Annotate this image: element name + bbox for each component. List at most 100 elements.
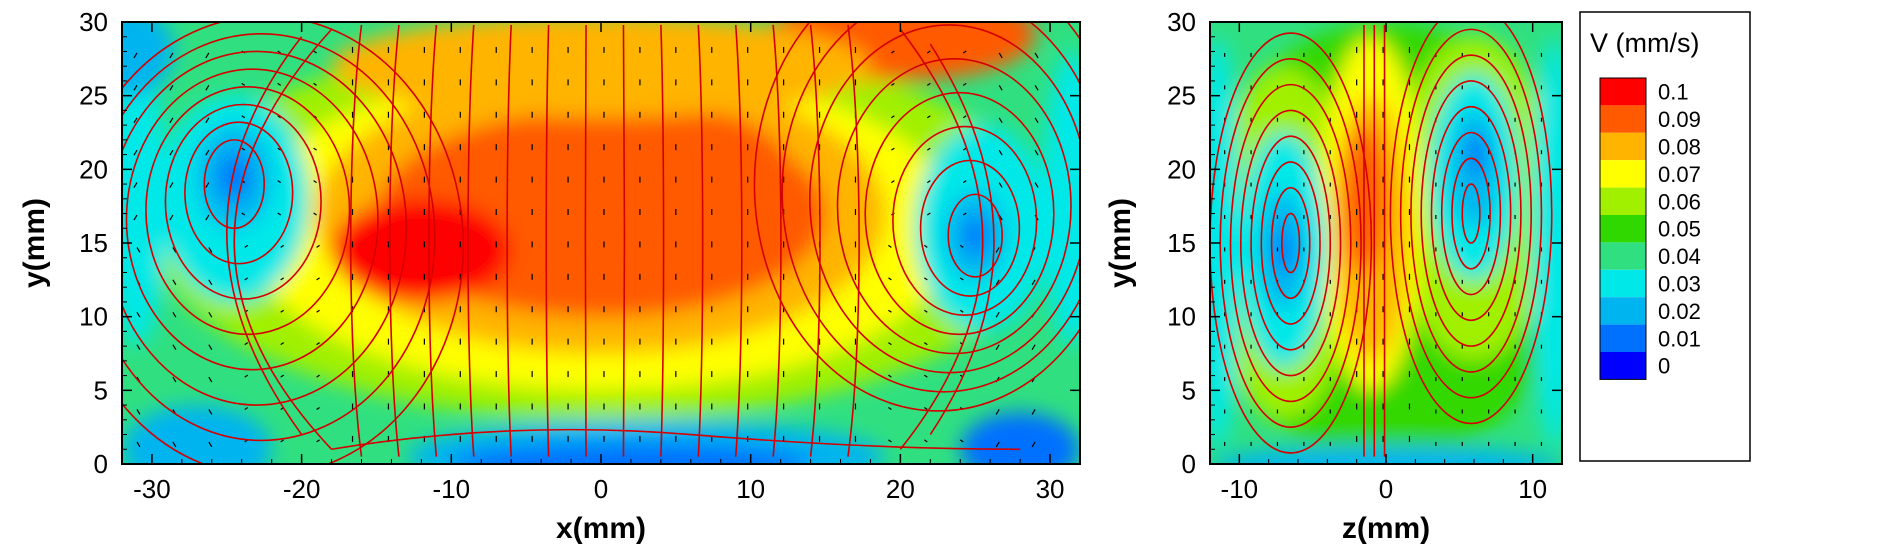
streamline <box>622 24 626 457</box>
velocity-vector <box>133 85 138 91</box>
velocity-vector <box>133 214 138 221</box>
velocity-vector <box>1031 344 1036 350</box>
velocity-vector <box>313 147 317 151</box>
contour-level-0.01 <box>963 217 988 254</box>
velocity-vector <box>169 149 174 156</box>
streamline <box>1210 32 1373 454</box>
velocity-vector <box>208 441 213 448</box>
velocity-vector <box>277 115 282 119</box>
streamline <box>1270 186 1311 300</box>
velocity-vector <box>208 311 213 318</box>
velocity-vector <box>316 439 320 443</box>
contour-level-0.03 <box>122 51 167 347</box>
velocity-vector <box>1034 117 1039 124</box>
velocity-vector <box>280 277 285 281</box>
velocity-vector <box>888 439 892 443</box>
contour-level-0.01 <box>1274 228 1293 273</box>
streamline <box>1281 212 1301 274</box>
contour-level-0.1 <box>331 198 512 302</box>
colorbar-title: V (mm/s) <box>1590 28 1699 58</box>
velocity-vector <box>923 374 928 378</box>
velocity-vector <box>172 376 177 383</box>
left-y-tick-label: 15 <box>79 228 108 258</box>
right-x-tick-label: -10 <box>1221 474 1259 504</box>
streamline <box>1451 157 1491 270</box>
velocity-vector <box>277 147 282 151</box>
velocity-vector <box>169 85 174 91</box>
streamline <box>225 36 303 436</box>
streamline <box>1430 105 1512 322</box>
velocity-vector <box>277 50 282 54</box>
velocity-vector <box>923 342 928 346</box>
velocity-vector <box>1031 279 1036 286</box>
velocity-vector <box>891 50 895 54</box>
velocity-vector <box>313 50 317 54</box>
streamline <box>122 33 436 442</box>
velocity-vector <box>244 277 249 281</box>
streamline <box>331 428 1021 451</box>
colorbar-swatch <box>1600 269 1646 298</box>
velocity-vector <box>959 309 964 313</box>
velocity-vector <box>205 85 210 91</box>
left-y-tick-label: 20 <box>79 154 108 184</box>
velocity-vector <box>169 117 174 124</box>
velocity-vector <box>313 212 317 216</box>
velocity-vector <box>133 149 138 156</box>
velocity-vector <box>205 214 210 221</box>
streamline <box>145 86 351 336</box>
velocity-vector <box>959 439 964 443</box>
colorbar-label: 0.06 <box>1658 189 1701 214</box>
left-x-tick-label: 30 <box>1036 474 1065 504</box>
velocity-vector <box>926 180 931 184</box>
colorbar-label: 0.02 <box>1658 299 1701 324</box>
streamline <box>1389 22 1553 425</box>
velocity-vector <box>280 244 285 248</box>
velocity-vector <box>959 277 964 281</box>
streamline <box>125 68 379 371</box>
velocity-vector <box>208 376 213 383</box>
right-y-tick-label: 20 <box>1167 154 1196 184</box>
velocity-vector <box>998 117 1003 124</box>
velocity-vector <box>244 342 249 346</box>
colorbar-swatch <box>1600 160 1646 188</box>
colorbar-label: 0.03 <box>1658 272 1701 297</box>
velocity-vector <box>923 277 928 281</box>
velocity-vector <box>923 309 928 313</box>
velocity-vector <box>995 344 1000 350</box>
streamline <box>164 103 322 300</box>
streamline <box>1229 83 1352 403</box>
velocity-vector <box>277 82 282 86</box>
colorbar-label: 0.04 <box>1658 244 1701 269</box>
velocity-vector <box>313 180 317 184</box>
streamline <box>1410 54 1533 373</box>
right-y-tick-label: 30 <box>1167 7 1196 37</box>
velocity-vector <box>995 441 1000 448</box>
contour-level-0.02 <box>122 405 272 464</box>
right-y-tick-label: 25 <box>1167 81 1196 111</box>
velocity-vector <box>891 180 895 184</box>
velocity-vector <box>316 309 320 313</box>
streamline <box>584 24 587 457</box>
velocity-vector <box>888 342 892 346</box>
velocity-vector <box>962 212 967 216</box>
velocity-vector <box>241 115 246 119</box>
left-y-tick-label: 30 <box>79 7 108 37</box>
velocity-vector <box>998 85 1003 91</box>
velocity-vector <box>313 82 317 86</box>
colorbar-label: 0.07 <box>1658 162 1701 187</box>
contour-level-0.02 <box>122 22 175 96</box>
velocity-vector <box>172 247 177 253</box>
left-x-tick-label: 10 <box>736 474 765 504</box>
right-y-tick-label: 15 <box>1167 228 1196 258</box>
colorbar-swatch <box>1600 78 1646 106</box>
streamline <box>753 22 1080 412</box>
colorbar-swatch <box>1600 132 1646 161</box>
colorbar-label: 0.1 <box>1658 80 1689 105</box>
left-y-axis-label: y(mm) <box>18 198 51 288</box>
velocity-vector <box>133 117 138 124</box>
velocity-vector <box>316 277 320 281</box>
left-y-tick-label: 25 <box>79 81 108 111</box>
streamline <box>1250 135 1332 351</box>
streamline <box>929 43 995 435</box>
velocity-vector <box>1034 52 1039 59</box>
